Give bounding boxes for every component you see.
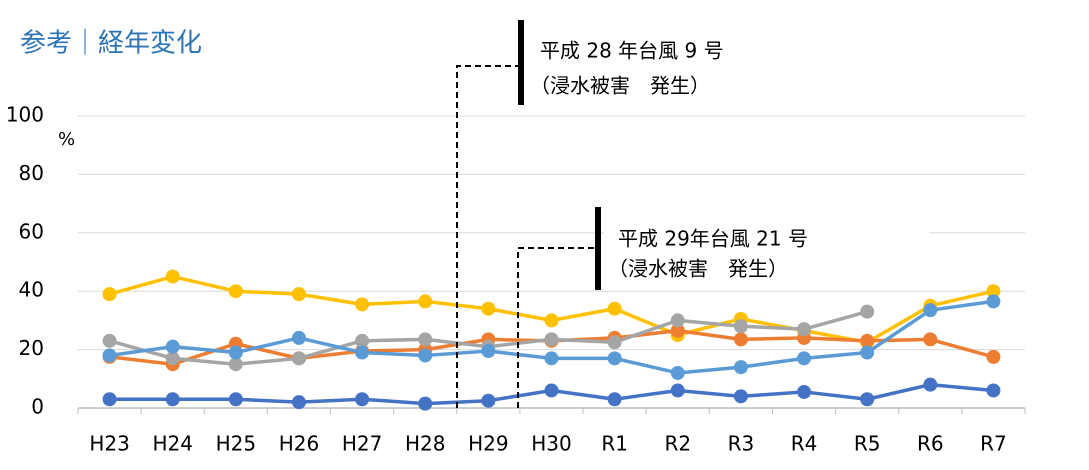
data-point [797,351,812,366]
data-point [860,304,875,319]
data-point [860,392,875,407]
y-tick-label: 0 [31,395,44,419]
data-point [291,395,306,410]
x-tick-label: H30 [531,432,572,456]
data-point [986,383,1001,398]
annotation-bg [604,215,929,285]
data-point [986,294,1001,309]
x-tick-label: H23 [89,432,130,456]
data-point [607,351,622,366]
annotation-2: 平成 29年台風 21 号 （浸水被害 発生） [517,207,929,408]
data-point [418,294,433,309]
data-point [228,345,243,360]
data-point [165,269,180,284]
data-point [733,319,748,334]
annotation-text: （浸水被害 発生） [608,257,788,281]
data-point [481,344,496,359]
data-point [733,389,748,404]
data-point [355,392,370,407]
data-point [544,332,559,347]
data-point [355,333,370,348]
x-tick-label: R5 [854,432,881,456]
x-tick-label: R7 [980,432,1007,456]
data-point [165,351,180,366]
x-tick-label: R4 [791,432,818,456]
data-point [733,360,748,375]
data-point [733,332,748,347]
data-point [102,333,117,348]
data-point [923,303,938,318]
x-tick-label: H27 [342,432,383,456]
data-point [228,284,243,299]
data-point [355,345,370,360]
x-tick-label: R1 [601,432,628,456]
annotation-text: 平成 28 年台風 9 号 [540,39,724,63]
annotation-1: 平成 28 年台風 9 号 （浸水被害 発生） [456,20,724,408]
x-tick-label: H24 [152,432,193,456]
data-point [986,349,1001,364]
data-point [228,357,243,372]
data-point [923,332,938,347]
x-tick-label: R6 [917,432,944,456]
chart-title: 参考｜経年変化 [20,29,202,59]
data-point [165,392,180,407]
data-point [797,384,812,399]
x-tick-label: R2 [664,432,691,456]
y-tick-label: 60 [19,219,44,243]
data-point [670,313,685,328]
data-point [797,322,812,337]
data-point [670,323,685,338]
series-group [102,269,1001,411]
data-point [418,348,433,363]
data-point [481,301,496,316]
x-tick-label: H28 [405,432,446,456]
data-point [544,383,559,398]
data-point [228,392,243,407]
data-point [986,284,1001,299]
grid: 0 20 40 60 80 100 H23 H24 H25 H26 H27 H28 H29 H30 R1 R2… [6,103,1026,456]
y-axis-label: % [58,129,75,150]
data-point [291,351,306,366]
data-point [544,313,559,328]
x-tick-label: R3 [728,432,755,456]
data-point [291,330,306,345]
data-point [481,393,496,408]
x-tick-label: H26 [279,432,320,456]
data-point [544,351,559,366]
annotation-text: （浸水被害 発生） [530,74,710,98]
y-tick-label: 100 [6,103,44,127]
dashed-leader [517,247,598,408]
data-point [102,287,117,302]
data-point [291,287,306,302]
y-tick-label: 40 [19,278,44,302]
data-point [670,365,685,380]
dashed-leader [456,65,521,408]
data-point [670,383,685,398]
y-tick-label: 20 [19,336,44,360]
data-point [607,301,622,316]
data-point [607,392,622,407]
data-point [418,396,433,411]
data-point [860,345,875,360]
data-point [102,392,117,407]
data-point [102,348,117,363]
annotation-text: 平成 29年台風 21 号 [618,227,808,251]
data-point [418,332,433,347]
x-tick-label: H25 [216,432,257,456]
data-point [355,297,370,312]
data-point [165,339,180,354]
data-point [860,333,875,348]
x-tick-label: H29 [468,432,509,456]
data-point [923,377,938,392]
data-point [607,335,622,350]
y-tick-label: 80 [19,161,44,185]
